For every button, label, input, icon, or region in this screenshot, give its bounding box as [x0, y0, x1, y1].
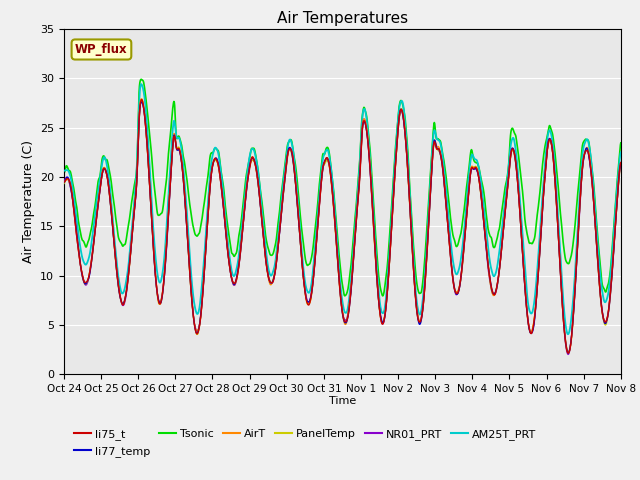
Tsonic: [617, 140, 625, 146]
NR01_PRT: [171, 132, 179, 138]
li77_temp: [171, 133, 179, 139]
NR01_PRT: [60, 178, 68, 184]
PanelTemp: [246, 160, 254, 166]
Line: AM25T_PRT: AM25T_PRT: [64, 84, 621, 334]
li75_t: [138, 97, 146, 103]
Tsonic: [429, 125, 437, 131]
Line: PanelTemp: PanelTemp: [64, 100, 621, 353]
AirT: [184, 246, 192, 252]
Tsonic: [184, 188, 192, 194]
PanelTemp: [60, 180, 68, 186]
li77_temp: [502, 202, 509, 208]
li75_t: [564, 350, 572, 356]
PanelTemp: [171, 132, 179, 138]
AirT: [246, 159, 254, 165]
Title: Air Temperatures: Air Temperatures: [277, 11, 408, 26]
PanelTemp: [564, 350, 572, 356]
AirT: [617, 162, 625, 168]
AM25T_PRT: [171, 120, 179, 125]
X-axis label: Time: Time: [329, 396, 356, 406]
NR01_PRT: [564, 351, 572, 357]
NR01_PRT: [429, 147, 437, 153]
Tsonic: [246, 150, 254, 156]
li75_t: [551, 178, 559, 184]
Tsonic: [379, 293, 387, 299]
Tsonic: [137, 76, 145, 82]
NR01_PRT: [502, 201, 509, 207]
NR01_PRT: [138, 97, 145, 103]
li75_t: [502, 202, 509, 207]
NR01_PRT: [551, 178, 559, 184]
li77_temp: [617, 161, 625, 167]
AM25T_PRT: [138, 81, 145, 87]
AM25T_PRT: [60, 168, 68, 174]
AM25T_PRT: [551, 166, 559, 172]
Line: li77_temp: li77_temp: [64, 102, 621, 353]
li77_temp: [564, 350, 572, 356]
AM25T_PRT: [502, 190, 509, 195]
PanelTemp: [138, 97, 145, 103]
AM25T_PRT: [184, 228, 192, 234]
AirT: [564, 349, 572, 355]
AM25T_PRT: [564, 331, 572, 337]
AirT: [429, 146, 437, 152]
AM25T_PRT: [246, 149, 254, 155]
Tsonic: [552, 154, 559, 160]
li77_temp: [184, 246, 192, 252]
Tsonic: [171, 103, 179, 108]
Y-axis label: Air Temperature (C): Air Temperature (C): [22, 140, 35, 263]
Legend: li75_t, li77_temp, Tsonic, AirT, PanelTemp, NR01_PRT, AM25T_PRT: li75_t, li77_temp, Tsonic, AirT, PanelTe…: [70, 425, 541, 461]
li77_temp: [246, 159, 254, 165]
AirT: [502, 200, 509, 205]
Line: Tsonic: Tsonic: [64, 79, 621, 296]
Tsonic: [502, 180, 510, 185]
PanelTemp: [502, 201, 509, 207]
Line: li75_t: li75_t: [64, 100, 621, 353]
PanelTemp: [617, 160, 625, 166]
li75_t: [246, 160, 254, 166]
Line: NR01_PRT: NR01_PRT: [64, 100, 621, 354]
Tsonic: [60, 170, 68, 176]
PanelTemp: [429, 147, 437, 153]
li77_temp: [60, 180, 68, 185]
AirT: [171, 132, 179, 138]
li77_temp: [429, 146, 437, 152]
Text: WP_flux: WP_flux: [75, 43, 128, 56]
Line: AirT: AirT: [64, 99, 621, 352]
li77_temp: [138, 99, 145, 105]
li75_t: [184, 247, 192, 253]
NR01_PRT: [617, 160, 625, 166]
AirT: [138, 96, 145, 102]
li75_t: [429, 147, 437, 153]
PanelTemp: [184, 246, 192, 252]
NR01_PRT: [246, 159, 254, 165]
AM25T_PRT: [429, 135, 437, 141]
li77_temp: [551, 176, 559, 182]
AirT: [551, 179, 559, 184]
AM25T_PRT: [617, 149, 625, 155]
li75_t: [171, 134, 179, 140]
li75_t: [60, 180, 68, 185]
li75_t: [617, 160, 625, 166]
AirT: [60, 179, 68, 184]
NR01_PRT: [184, 245, 192, 251]
PanelTemp: [551, 179, 559, 184]
